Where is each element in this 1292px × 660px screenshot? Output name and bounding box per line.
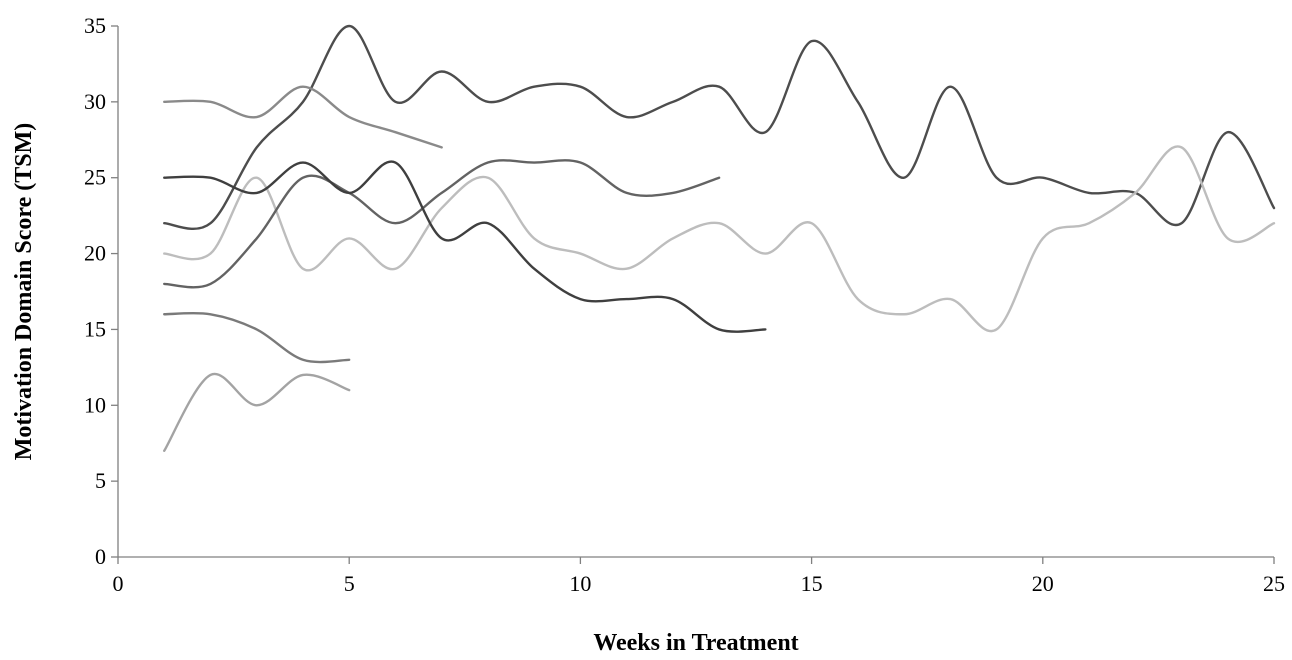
x-tick-label: 20 <box>1032 571 1054 596</box>
x-axis-title: Weeks in Treatment <box>593 630 798 656</box>
x-axis: 0 5 10 15 20 25 <box>113 557 1285 596</box>
series-layer <box>163 24 1276 452</box>
y-tick-label: 30 <box>84 89 106 114</box>
x-tick-label: 10 <box>569 571 591 596</box>
y-tick-label: 25 <box>84 165 106 190</box>
y-axis: 0 5 10 15 20 25 30 35 <box>84 13 119 569</box>
series-line-5 <box>163 85 443 149</box>
x-tick-label: 25 <box>1263 571 1285 596</box>
y-tick-label: 0 <box>95 544 106 569</box>
x-tick-label: 0 <box>113 571 124 596</box>
series-line-6 <box>163 311 351 364</box>
series-line-2 <box>163 145 1276 333</box>
y-tick-label: 10 <box>84 392 106 417</box>
series-line-4 <box>163 160 767 333</box>
x-tick-label: 15 <box>801 571 823 596</box>
y-tick-label: 35 <box>84 13 106 38</box>
y-tick-label: 5 <box>95 468 106 493</box>
series-line-1 <box>163 24 1276 230</box>
y-tick-label: 15 <box>84 316 106 341</box>
x-tick-label: 5 <box>344 571 355 596</box>
y-axis-title: Motivation Domain Score (TSM) <box>11 123 37 461</box>
y-tick-label: 20 <box>84 241 106 266</box>
series-line-3 <box>163 159 721 289</box>
series-line-7 <box>163 372 351 452</box>
